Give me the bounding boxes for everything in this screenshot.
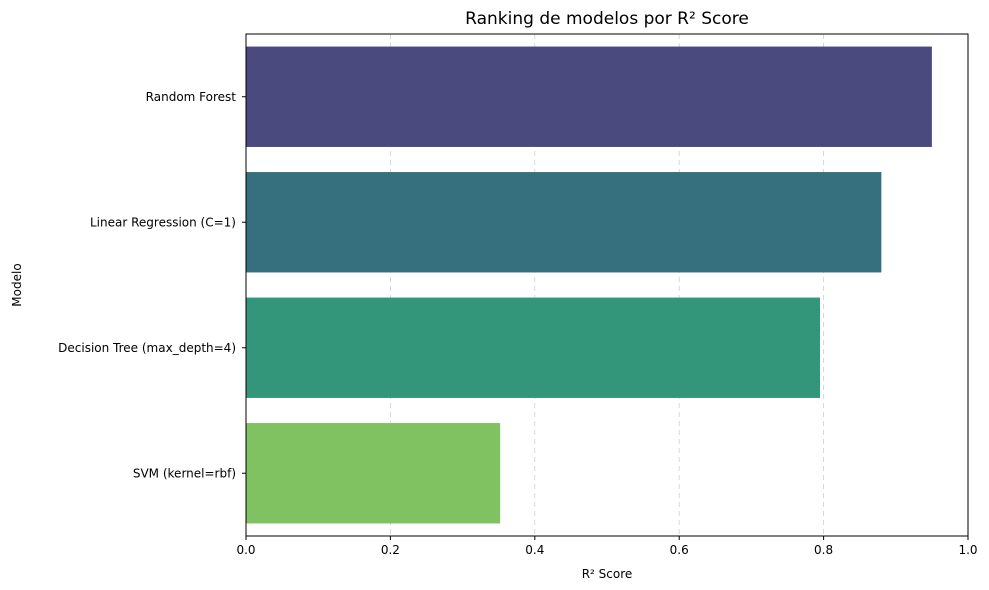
y-tick-label: SVM (kernel=rbf) xyxy=(133,466,236,480)
y-axis-ticks: Random Forest Linear Regression (C=1) Deci… xyxy=(58,90,246,480)
x-tick-label: 0.0 xyxy=(236,543,255,557)
y-tick-label: Decision Tree (max_depth=4) xyxy=(58,341,236,355)
bar xyxy=(246,46,932,147)
x-tick-label: 0.8 xyxy=(814,543,833,557)
x-tick-label: 1.0 xyxy=(958,543,977,557)
y-tick-label: Random Forest xyxy=(146,90,237,104)
plot-frame xyxy=(245,33,969,537)
bar xyxy=(246,297,820,398)
x-tick-label: 0.4 xyxy=(525,543,544,557)
y-axis-label: Modelo xyxy=(10,263,24,306)
bar xyxy=(246,172,882,273)
bar-layer xyxy=(246,46,932,524)
bar xyxy=(246,423,501,524)
y-tick-label: Linear Regression (C=1) xyxy=(90,215,236,229)
chart-title: Ranking de modelos por R² Score xyxy=(465,9,749,29)
x-axis-ticks: 0.0 0.2 0.4 0.6 0.8 1.0 xyxy=(236,536,978,557)
x-tick-label: 0.6 xyxy=(670,543,689,557)
x-tick-label: 0.2 xyxy=(381,543,400,557)
x-axis-label: R² Score xyxy=(582,567,633,581)
